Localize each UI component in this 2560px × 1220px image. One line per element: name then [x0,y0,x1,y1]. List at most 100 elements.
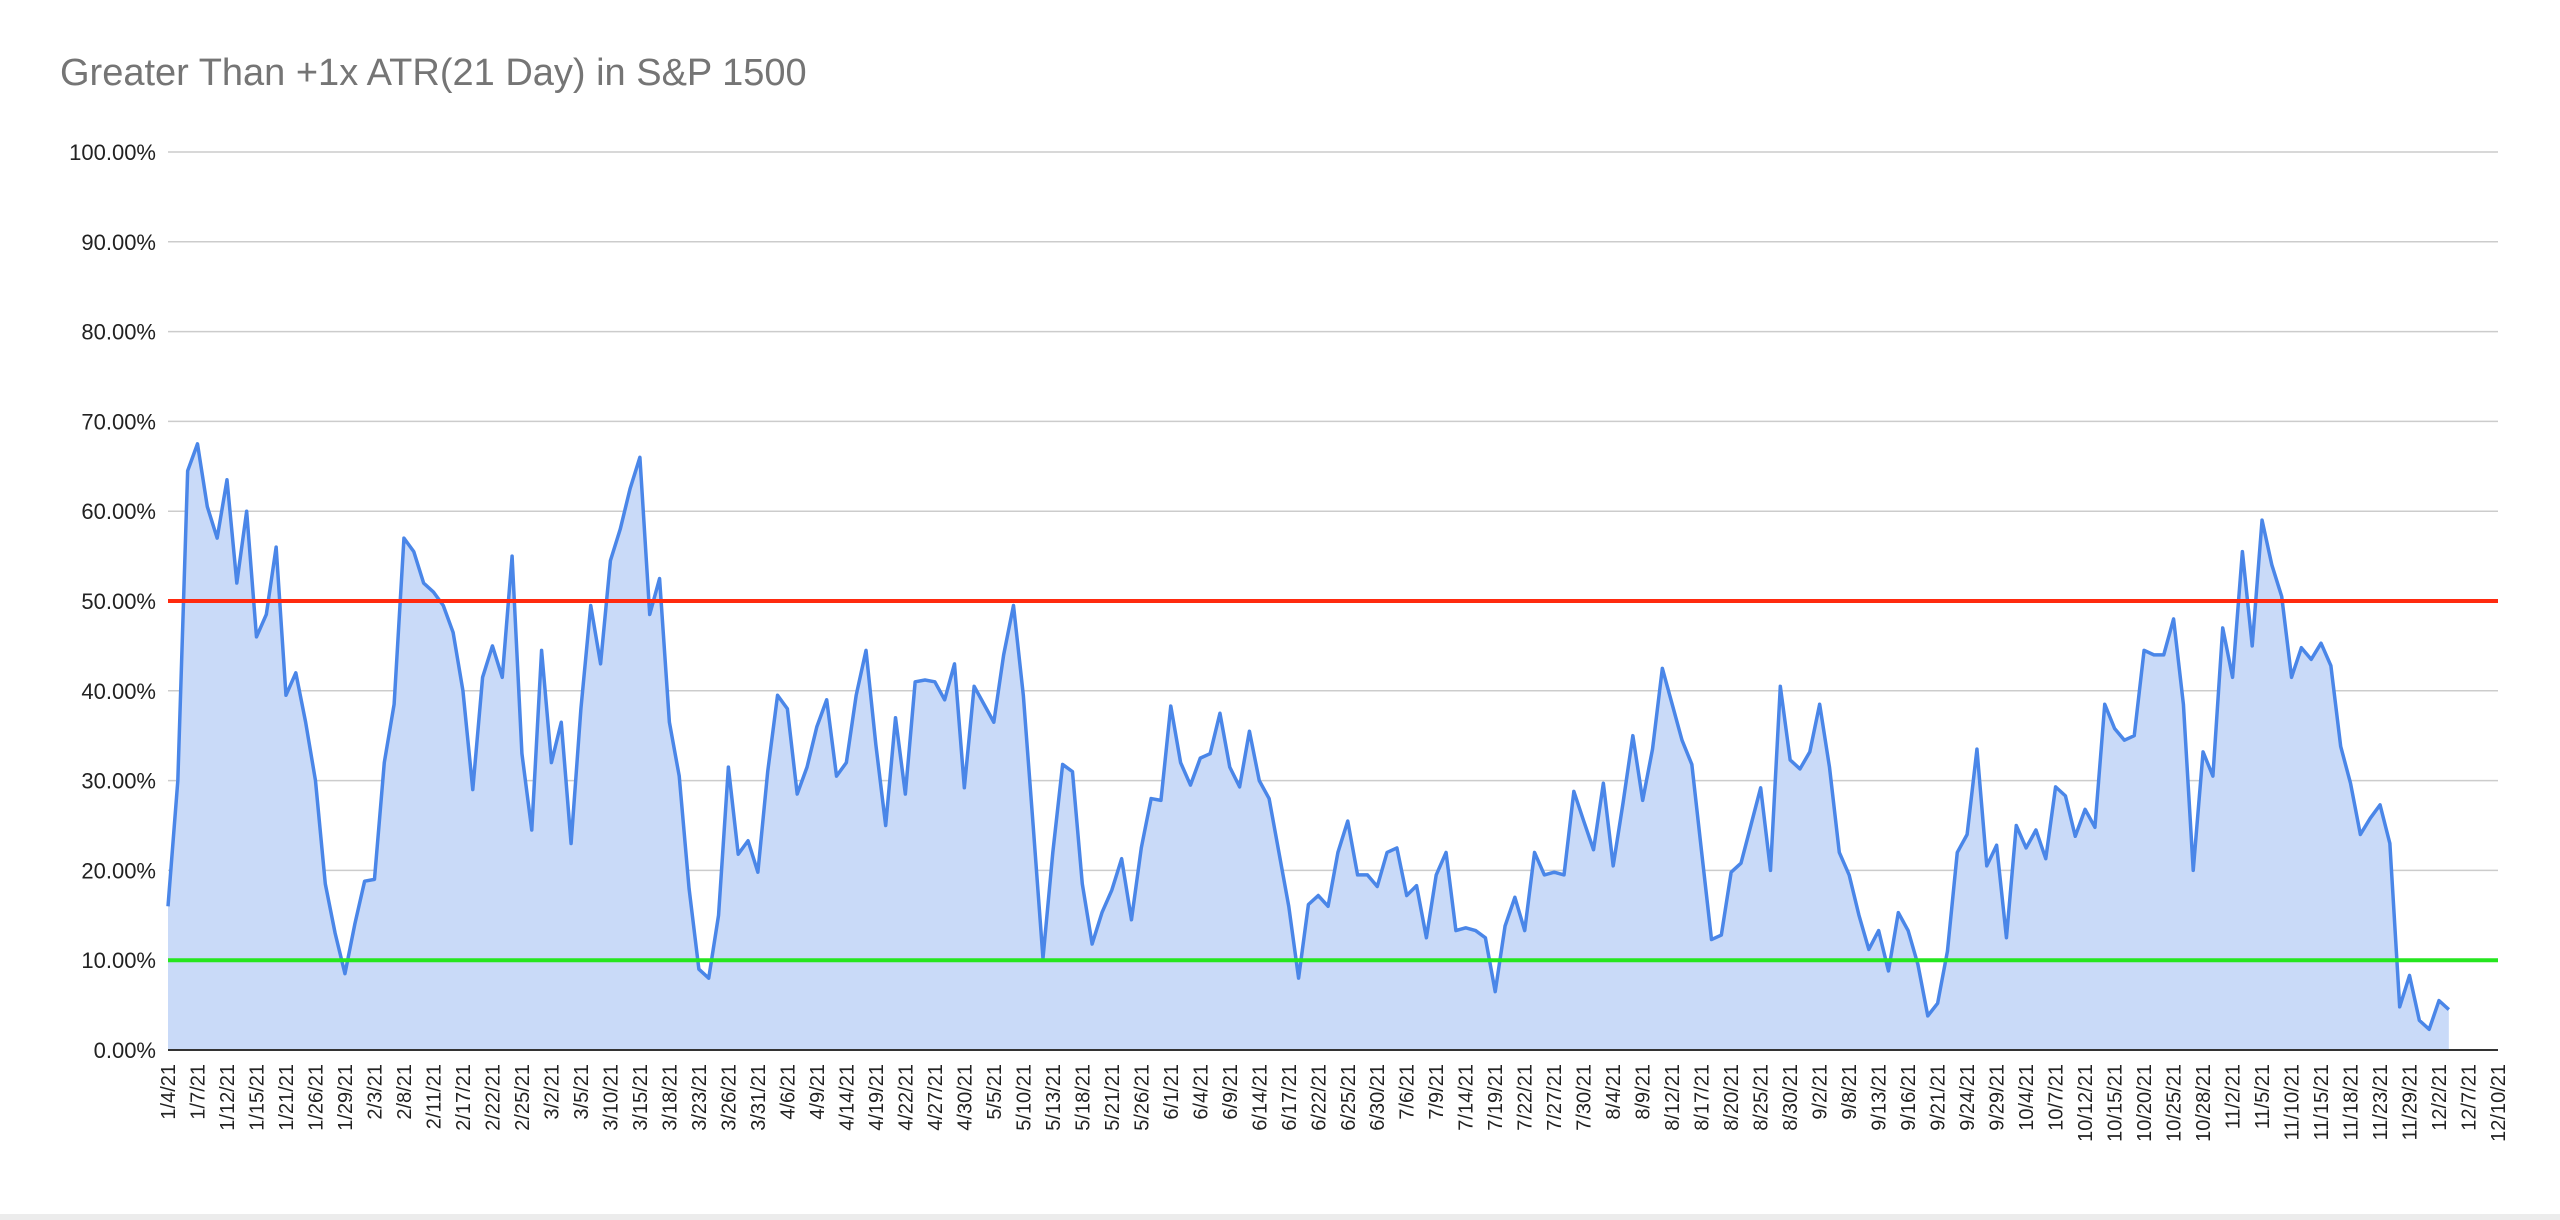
x-tick-label: 6/14/21 [1249,1064,1271,1131]
x-tick-label: 10/7/21 [2046,1064,2068,1131]
x-tick-label: 2/17/21 [453,1064,475,1131]
reference-lines [168,599,2498,963]
x-tick-label: 9/8/21 [1839,1064,1861,1120]
x-tick-label: 7/6/21 [1397,1064,1419,1120]
chart-title: Greater Than +1x ATR(21 Day) in S&P 1500 [60,52,807,94]
x-tick-label: 1/7/21 [187,1064,209,1120]
x-tick-label: 4/27/21 [925,1064,947,1131]
series-line [166,442,2451,1032]
x-tick-label: 8/20/21 [1721,1064,1743,1131]
x-tick-label: 9/24/21 [1957,1064,1979,1131]
x-tick-label: 5/5/21 [984,1064,1006,1120]
x-tick-label: 4/6/21 [777,1064,799,1120]
series-area-fill [168,443,2449,1051]
x-tick-label: 9/29/21 [1987,1064,2009,1131]
y-tick-label: 90.00% [81,230,156,255]
x-axis-ticks: 1/4/21 1/7/21 1/12/21 1/15/21 1/21/21 1/26/21… [158,1064,2510,1142]
x-tick-label: 6/4/21 [1190,1064,1212,1120]
x-tick-label: 7/9/21 [1426,1064,1448,1120]
x-tick-label: 1/21/21 [276,1064,298,1131]
x-tick-label: 3/15/21 [630,1064,652,1131]
x-tick-label: 11/10/21 [2282,1064,2304,1140]
x-tick-label: 6/30/21 [1367,1064,1389,1131]
x-tick-label: 3/23/21 [689,1064,711,1131]
x-tick-label: 10/20/21 [2134,1064,2156,1142]
y-tick-label: 30.00% [81,769,156,794]
x-tick-label: 10/28/21 [2193,1064,2215,1142]
x-tick-label: 4/14/21 [836,1064,858,1131]
bottom-scroll-strip [0,1214,2560,1220]
x-tick-label: 9/2/21 [1810,1064,1832,1120]
x-tick-label: 12/2/21 [2429,1064,2451,1131]
x-tick-label: 1/4/21 [158,1064,180,1120]
x-tick-label: 11/15/21 [2311,1064,2333,1140]
x-tick-label: 8/17/21 [1692,1064,1714,1131]
x-tick-label: 4/30/21 [954,1064,976,1131]
x-tick-label: 3/18/21 [659,1064,681,1131]
x-tick-label: 8/12/21 [1662,1064,1684,1131]
x-tick-label: 7/14/21 [1456,1064,1478,1131]
x-tick-label: 10/25/21 [2164,1064,2186,1142]
x-tick-label: 11/5/21 [2252,1064,2274,1129]
x-tick-label: 7/27/21 [1544,1064,1566,1131]
x-tick-label: 6/25/21 [1338,1064,1360,1131]
x-tick-label: 2/11/21 [423,1064,445,1129]
x-tick-label: 8/25/21 [1751,1064,1773,1131]
x-tick-label: 8/9/21 [1633,1064,1655,1120]
x-tick-label: 9/21/21 [1928,1064,1950,1131]
x-tick-label: 6/9/21 [1220,1064,1242,1120]
series-area-layer [166,442,2451,1051]
x-tick-label: 2/25/21 [512,1064,534,1131]
x-tick-label: 11/2/21 [2223,1064,2245,1129]
y-tick-label: 100.00% [69,140,156,165]
y-tick-label: 60.00% [81,499,156,524]
x-tick-label: 5/26/21 [1131,1064,1153,1131]
x-tick-label: 11/23/21 [2370,1064,2392,1140]
y-tick-label: 10.00% [81,948,156,973]
x-tick-label: 1/15/21 [246,1064,268,1131]
x-tick-label: 1/12/21 [217,1064,239,1131]
y-axis-ticks: 0.00% 10.00% 20.00% 30.00% 40.00% 50.00% 60.00… [69,140,156,1063]
x-tick-label: 4/22/21 [895,1064,917,1131]
x-tick-label: 2/22/21 [482,1064,504,1131]
x-tick-label: 7/30/21 [1574,1064,1596,1131]
x-tick-label: 6/17/21 [1279,1064,1301,1131]
y-tick-label: 70.00% [81,409,156,434]
x-tick-label: 12/10/21 [2488,1064,2510,1142]
x-tick-label: 11/29/21 [2400,1064,2422,1140]
x-tick-label: 1/29/21 [335,1064,357,1131]
x-tick-label: 5/10/21 [1013,1064,1035,1131]
x-tick-label: 3/5/21 [571,1064,593,1120]
x-tick-label: 2/8/21 [394,1064,416,1120]
x-tick-label: 6/22/21 [1308,1064,1330,1131]
y-tick-label: 40.00% [81,679,156,704]
x-tick-label: 12/7/21 [2459,1064,2481,1131]
x-tick-label: 10/4/21 [2016,1064,2038,1131]
x-tick-label: 4/19/21 [866,1064,888,1131]
x-tick-label: 3/2/21 [541,1064,563,1120]
x-tick-label: 7/19/21 [1485,1064,1507,1131]
x-tick-label: 8/30/21 [1780,1064,1802,1131]
x-tick-label: 2/3/21 [364,1064,386,1120]
x-tick-label: 5/21/21 [1102,1064,1124,1131]
x-tick-label: 7/22/21 [1515,1064,1537,1131]
x-tick-label: 5/13/21 [1043,1064,1065,1131]
x-tick-label: 10/15/21 [2105,1064,2127,1142]
y-tick-label: 80.00% [81,320,156,345]
x-tick-label: 1/26/21 [305,1064,327,1131]
y-tick-label: 50.00% [81,589,156,614]
x-tick-label: 11/18/21 [2341,1064,2363,1140]
x-tick-label: 8/4/21 [1603,1064,1625,1120]
x-tick-label: 10/12/21 [2075,1064,2097,1142]
x-tick-label: 5/18/21 [1072,1064,1094,1131]
x-tick-label: 6/1/21 [1161,1064,1183,1120]
x-tick-label: 9/16/21 [1898,1064,1920,1131]
x-tick-label: 4/9/21 [807,1064,829,1120]
x-tick-label: 9/13/21 [1869,1064,1891,1131]
x-tick-label: 3/10/21 [600,1064,622,1131]
y-tick-label: 0.00% [94,1038,156,1063]
y-tick-label: 20.00% [81,858,156,883]
x-tick-label: 3/26/21 [718,1064,740,1131]
x-tick-label: 3/31/21 [748,1064,770,1131]
